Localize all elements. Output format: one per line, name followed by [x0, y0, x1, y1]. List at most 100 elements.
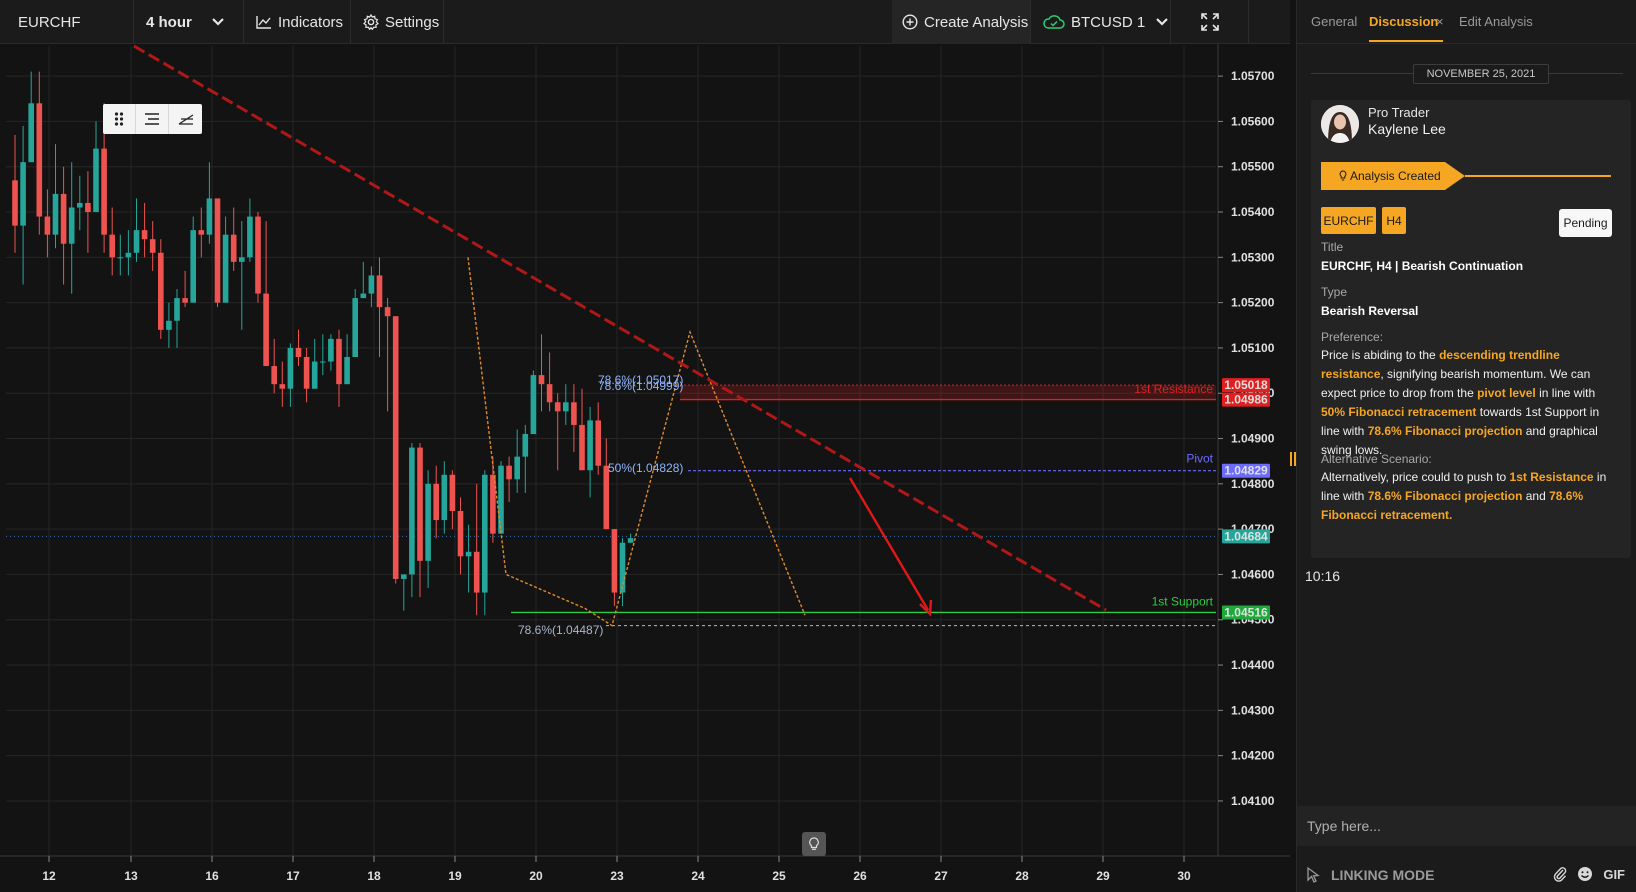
drawing-toolbar [103, 104, 202, 134]
tab-edit-analysis[interactable]: Edit Analysis [1459, 14, 1533, 29]
create-analysis-button[interactable]: Create Analysis [892, 0, 1031, 44]
projection-arrow [848, 477, 930, 611]
tab-general[interactable]: General [1311, 14, 1358, 29]
price-tick-label: 1.04800 [1231, 477, 1275, 491]
candle-body [287, 347, 294, 389]
candle [77, 175, 83, 231]
settings-label: Settings [385, 13, 440, 31]
candle [93, 121, 99, 213]
fullscreen-button[interactable] [1171, 0, 1249, 44]
candle [247, 198, 253, 262]
candle-body [619, 542, 626, 593]
candle [85, 171, 91, 253]
candle-body [384, 307, 391, 317]
candle-body [60, 193, 67, 244]
candlesticks [12, 71, 634, 616]
candle [239, 221, 245, 330]
avatar-image-icon [1321, 105, 1359, 143]
preference-text: Price is abiding to the descending trend… [1321, 348, 1600, 457]
candle-body [611, 529, 618, 593]
symbol-chip: EURCHF [1321, 207, 1376, 234]
close-tab-icon[interactable]: × [1436, 14, 1444, 29]
object-list-button[interactable] [136, 104, 169, 134]
time-tick-label: 17 [286, 869, 300, 883]
candle [384, 298, 391, 412]
message-input[interactable] [1307, 814, 1627, 838]
price-tick-label: 1.04200 [1231, 749, 1275, 763]
avatar[interactable] [1321, 105, 1359, 143]
time-axis[interactable]: 12 13 16 17 18 19 20 23 24 25 26 27 28 29 30 [0, 855, 1290, 892]
composer-actions: GIF [1553, 866, 1625, 882]
candle [611, 529, 618, 607]
message-timestamp: 10:16 [1305, 568, 1341, 584]
candle-body [230, 234, 237, 262]
price-tick-label: 1.05600 [1231, 114, 1275, 128]
candle-body [206, 198, 213, 235]
indicators-label: Indicators [278, 13, 344, 31]
emoji-icon[interactable] [1577, 866, 1593, 882]
symbol-label: EURCHF [18, 13, 81, 31]
price-axis[interactable]: 1.05700 1.05600 1.05500 1.05400 1.05300 1.052… [1217, 44, 1290, 892]
price-badge-label: 1.05018 [1224, 378, 1268, 392]
candle-body [392, 316, 399, 579]
line-tools-button[interactable] [169, 104, 202, 134]
candle-body [93, 148, 99, 213]
candle [368, 266, 375, 308]
price-tick-label: 1.05700 [1231, 69, 1275, 83]
pivot-label: Pivot [1186, 452, 1213, 466]
candle-body [563, 402, 569, 412]
time-tick-label: 20 [529, 869, 543, 883]
candle [36, 71, 43, 235]
price-chart[interactable]: 1st Resistance Pivot 1st Support 78.6%(1.0… [0, 44, 1290, 892]
tab-discussion[interactable]: Discussion [1369, 14, 1439, 29]
create-analysis-label: Create Analysis [924, 13, 1029, 31]
time-tick-label: 18 [367, 869, 381, 883]
interval-dropdown[interactable]: 4 hour [134, 0, 244, 44]
candle [52, 144, 59, 249]
candle [587, 406, 593, 498]
price-tick-label: 1.05100 [1231, 341, 1275, 355]
candle [117, 234, 124, 276]
symbol-selector[interactable]: EURCHF [0, 0, 134, 44]
status-label: Analysis Created [1339, 169, 1441, 183]
descending-trendline [133, 44, 1107, 612]
composer-toolbar: LINKING MODE GIF [1297, 858, 1636, 892]
candle [514, 429, 520, 493]
status-text: Analysis Created [1350, 169, 1441, 183]
candle-body [198, 230, 205, 235]
drag-handle[interactable] [103, 104, 136, 134]
candle-body [368, 275, 375, 294]
linking-mode-toggle[interactable]: LINKING MODE [1305, 866, 1434, 884]
candle [303, 347, 310, 403]
candle-body [336, 338, 342, 385]
candle-body [530, 375, 537, 434]
paperclip-icon[interactable] [1553, 866, 1567, 882]
gif-button[interactable]: GIF [1603, 866, 1625, 882]
type-label: Type [1321, 285, 1348, 299]
panel-divider [1290, 0, 1296, 892]
price-tick-label: 1.05400 [1231, 205, 1275, 219]
candle-body [12, 180, 18, 226]
candle-body [595, 420, 601, 466]
resize-handle[interactable] [1289, 452, 1297, 468]
fib-label: 50%(1.04828) [608, 461, 683, 475]
time-tick-label: 24 [691, 869, 705, 883]
chart-overlays: 1st Resistance Pivot 1st Support [6, 382, 1216, 627]
candle [546, 352, 553, 412]
chart-area[interactable]: 1st Resistance Pivot 1st Support 78.6%(1.0… [0, 44, 1290, 892]
price-badge [1222, 463, 1270, 478]
candle-body [506, 465, 512, 480]
candle-body [85, 202, 91, 213]
price-tick-label: 1.05300 [1231, 250, 1275, 264]
candle-body [133, 230, 140, 253]
price-tick-label: 1.05200 [1231, 296, 1275, 310]
indicators-button[interactable]: Indicators [244, 0, 351, 44]
price-badge [1222, 378, 1270, 393]
candle [60, 166, 67, 285]
candle-body [141, 230, 148, 240]
settings-button[interactable]: Settings [351, 0, 444, 44]
symbol-link-dropdown[interactable]: BTCUSD 1 [1031, 0, 1171, 44]
idea-button[interactable] [802, 832, 826, 856]
candle [522, 424, 529, 493]
candle-body [433, 483, 439, 521]
